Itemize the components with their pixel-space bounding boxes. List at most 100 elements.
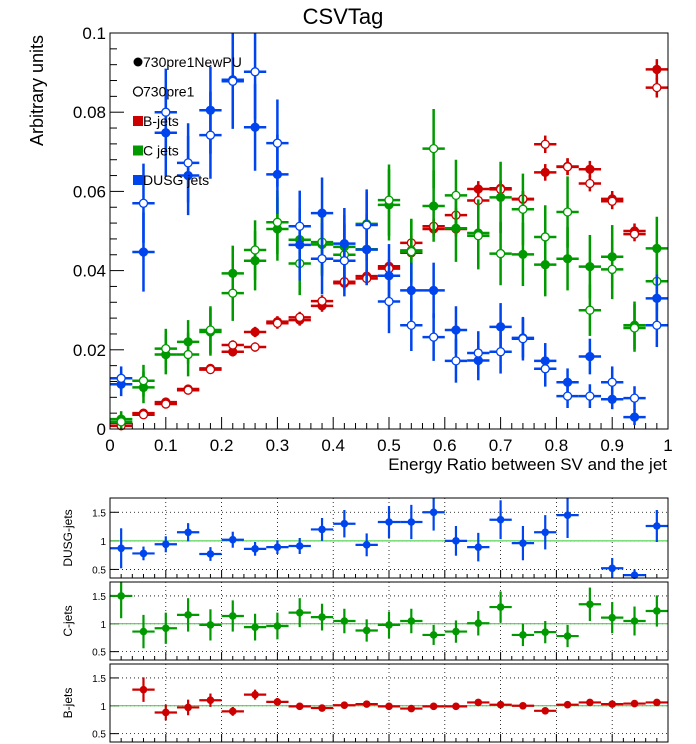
data-point	[607, 264, 617, 275]
ratio-point	[162, 540, 170, 549]
data-point	[585, 261, 595, 272]
data-point	[317, 254, 327, 264]
legend-label: 730pre1	[143, 84, 195, 100]
data-point	[451, 356, 461, 366]
data-point	[384, 195, 394, 205]
ratio-point	[251, 623, 259, 631]
ratio-point	[139, 549, 148, 558]
data-point	[562, 254, 573, 264]
data-point	[138, 376, 149, 386]
ratio-point	[541, 528, 550, 537]
ratio-point	[318, 613, 326, 621]
ratio-point	[541, 707, 550, 715]
data-point	[562, 162, 573, 172]
legend-marker-open	[132, 86, 144, 97]
data-point	[562, 207, 573, 217]
data-point	[406, 285, 416, 296]
x-tick-label: 0.8	[545, 436, 569, 455]
y-axis-label: Arbitrary units	[27, 35, 47, 146]
data-point	[652, 82, 662, 93]
ratio-y-label: B-jets	[61, 688, 75, 719]
data-point	[183, 385, 193, 395]
data-point	[362, 220, 372, 230]
ratio-point	[474, 619, 483, 628]
data-point	[585, 164, 595, 174]
y-tick-label: 1	[100, 537, 106, 548]
ratio-point	[251, 690, 259, 699]
ratio-point	[608, 700, 616, 708]
ratio-point	[452, 537, 460, 545]
ratio-point	[407, 518, 416, 526]
data-point	[629, 229, 640, 239]
ratio-point	[630, 571, 639, 579]
x-tick-label: 0.1	[154, 436, 178, 455]
data-point	[495, 347, 506, 357]
ratio-point	[318, 525, 326, 534]
ratio-y-label: C-jets	[61, 605, 75, 636]
data-point	[495, 192, 506, 202]
data-point	[339, 256, 350, 266]
main-data-marks	[110, 33, 668, 431]
ratio-point	[653, 522, 661, 530]
data-point	[495, 322, 506, 332]
ratio-point	[295, 608, 304, 617]
ratio-point	[228, 535, 237, 544]
data-point	[473, 184, 483, 194]
data-point	[228, 76, 238, 86]
ratio-plot-frame	[109, 497, 669, 579]
y-tick-label: 0.04	[73, 262, 106, 281]
data-point	[116, 373, 126, 383]
ratio-point	[563, 632, 572, 640]
ratio-point	[407, 617, 416, 625]
data-point	[161, 107, 171, 117]
ratio-plot-frame	[109, 663, 669, 743]
ratio-point	[630, 617, 639, 625]
data-point	[116, 417, 126, 427]
data-point	[272, 318, 283, 328]
data-point	[138, 247, 149, 257]
data-point	[317, 296, 327, 306]
ratio-point	[429, 631, 438, 639]
ratio-point	[519, 701, 527, 710]
data-point	[473, 231, 483, 241]
ratio-point	[117, 592, 125, 600]
ratio-point	[340, 519, 349, 528]
data-point	[272, 217, 283, 227]
data-point	[250, 327, 260, 337]
data-point	[629, 412, 640, 422]
data-point	[295, 221, 305, 231]
data-point	[384, 296, 394, 307]
data-point	[428, 332, 439, 342]
ratio-point	[184, 703, 192, 712]
ratio-point	[563, 511, 572, 519]
x-tick-label: 0.6	[433, 436, 457, 455]
data-point	[629, 323, 640, 333]
ratio-point	[228, 612, 237, 620]
ratio-point	[519, 539, 527, 547]
ratio-point	[206, 621, 215, 629]
ratio-point	[295, 702, 304, 711]
x-tick-label: 0.9	[600, 436, 624, 455]
ratio-point	[162, 708, 170, 717]
data-point	[406, 246, 416, 257]
y-tick-label: 0.5	[92, 730, 106, 741]
legend-color-box	[133, 145, 143, 156]
ratio-point	[117, 544, 125, 553]
legend-marker-filled	[133, 57, 143, 67]
ratio-point	[340, 617, 349, 625]
data-point	[652, 64, 662, 75]
data-point	[250, 245, 260, 255]
x-tick-label: 0.4	[321, 436, 345, 455]
ratio-point	[474, 698, 483, 707]
ratio-point	[206, 696, 215, 705]
ratio-point	[184, 611, 192, 619]
ratio-point	[630, 699, 639, 708]
ratio-point	[496, 515, 505, 524]
ratio-point	[496, 603, 505, 611]
ratio-point	[318, 704, 326, 712]
data-point	[183, 158, 193, 168]
x-tick-label: 0	[105, 436, 114, 455]
legend-label: C jets	[143, 143, 179, 159]
data-point	[250, 342, 260, 352]
